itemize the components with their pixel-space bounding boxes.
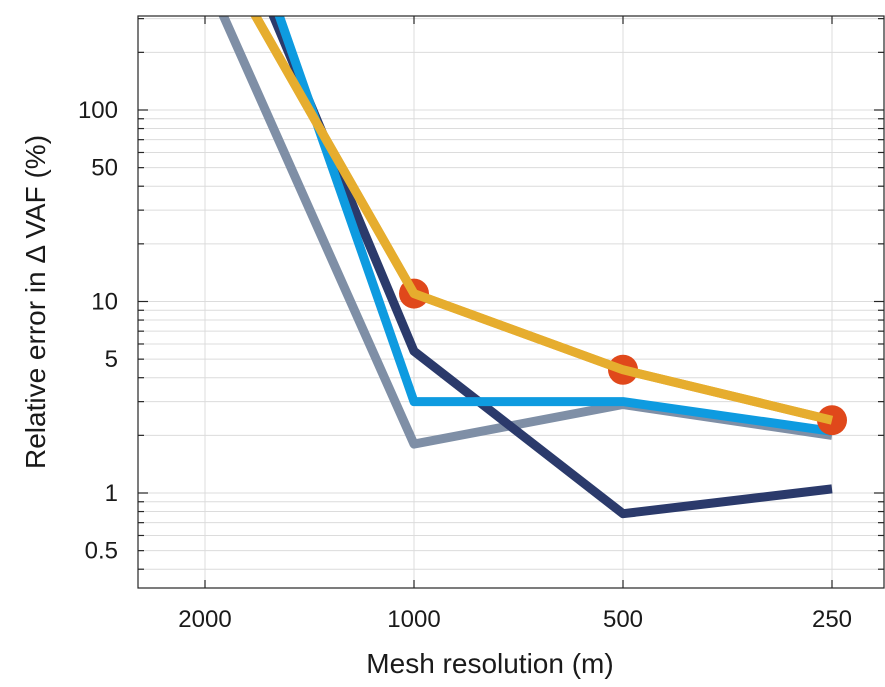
series-line-4-top bbox=[250, 16, 834, 425]
ticks bbox=[138, 16, 884, 588]
x-tick-label: 1000 bbox=[387, 606, 440, 633]
marker-group bbox=[250, 16, 847, 436]
grid bbox=[138, 16, 884, 588]
y-tick-label: 50 bbox=[91, 155, 118, 182]
series-line-3 bbox=[274, 16, 833, 436]
y-tick-label: 10 bbox=[91, 289, 118, 316]
y-tick-label: 1 bbox=[105, 480, 118, 507]
x-tick-label: 2000 bbox=[178, 606, 231, 633]
y-tick-label: 0.5 bbox=[85, 538, 118, 565]
series-group bbox=[218, 16, 834, 519]
y-tick-label: 5 bbox=[105, 346, 118, 373]
x-tick-label: 250 bbox=[812, 606, 852, 633]
y-axis-title: Relative error in Δ VAF (%) bbox=[20, 135, 51, 469]
series-line-overlay bbox=[250, 16, 834, 425]
tick-labels: 2000 1000 500 250 0.5 1 5 10 50 100 bbox=[78, 97, 852, 633]
x-axis-title: Mesh resolution (m) bbox=[366, 648, 613, 679]
y-tick-label: 100 bbox=[78, 97, 118, 124]
x-tick-label: 500 bbox=[603, 606, 643, 633]
